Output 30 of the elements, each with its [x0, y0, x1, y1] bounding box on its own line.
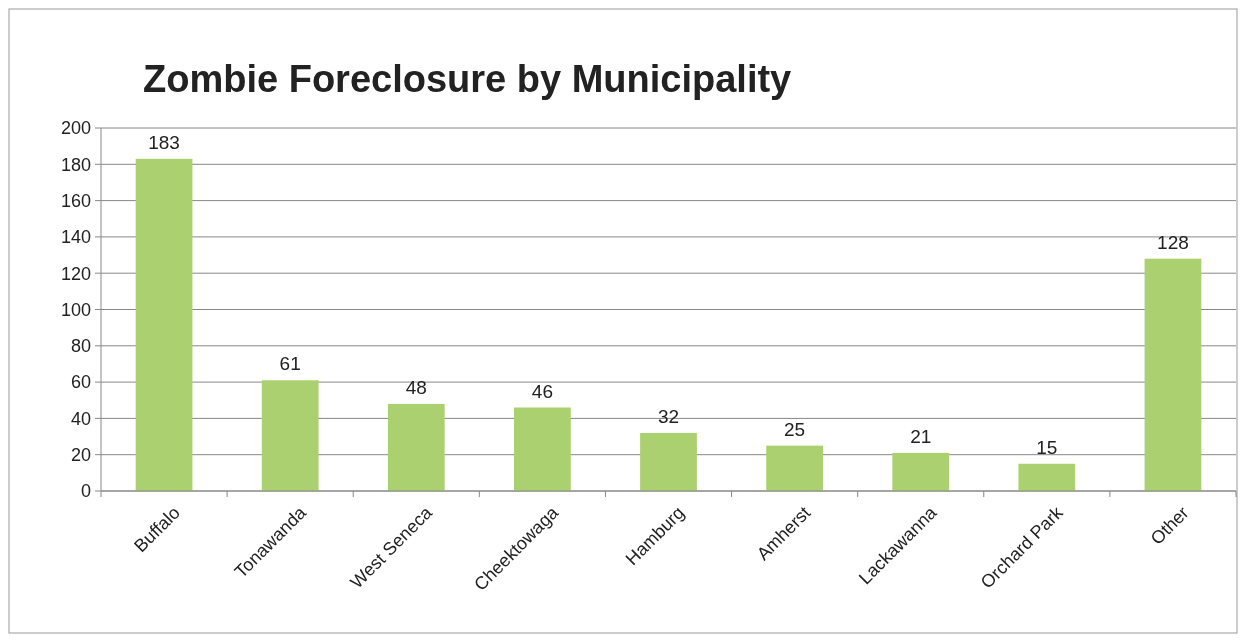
- y-tick-label: 40: [70, 408, 91, 429]
- data-label: 183: [148, 131, 180, 153]
- data-label: 21: [910, 425, 932, 447]
- bar: [766, 445, 823, 491]
- y-tick-label: 120: [60, 263, 91, 284]
- y-tick-label: 160: [60, 190, 91, 211]
- y-tick-label: 80: [70, 336, 91, 357]
- data-label: 25: [784, 418, 806, 440]
- bar: [1144, 258, 1202, 491]
- data-label: 15: [1036, 436, 1058, 458]
- bar: [640, 432, 697, 491]
- y-tick-label: 200: [60, 118, 91, 139]
- bar: [1018, 463, 1076, 491]
- bar: [514, 407, 571, 491]
- data-label: 46: [531, 380, 553, 402]
- bar: [261, 380, 319, 491]
- bar: [892, 452, 950, 491]
- chart-title: Zombie Foreclosure by Municipality: [143, 58, 792, 100]
- data-label: 61: [279, 353, 301, 375]
- y-tick-label: 20: [70, 445, 91, 465]
- y-tick-label: 140: [60, 227, 91, 248]
- bar: [387, 403, 445, 491]
- bar: [135, 158, 193, 491]
- y-tick-label: 180: [60, 154, 91, 175]
- data-label: 48: [405, 376, 427, 398]
- y-tick-label: 60: [70, 372, 91, 393]
- data-label: 128: [1157, 231, 1189, 253]
- y-tick-label: 0: [80, 481, 91, 502]
- y-tick-label: 100: [60, 299, 91, 320]
- data-label: 32: [657, 405, 680, 427]
